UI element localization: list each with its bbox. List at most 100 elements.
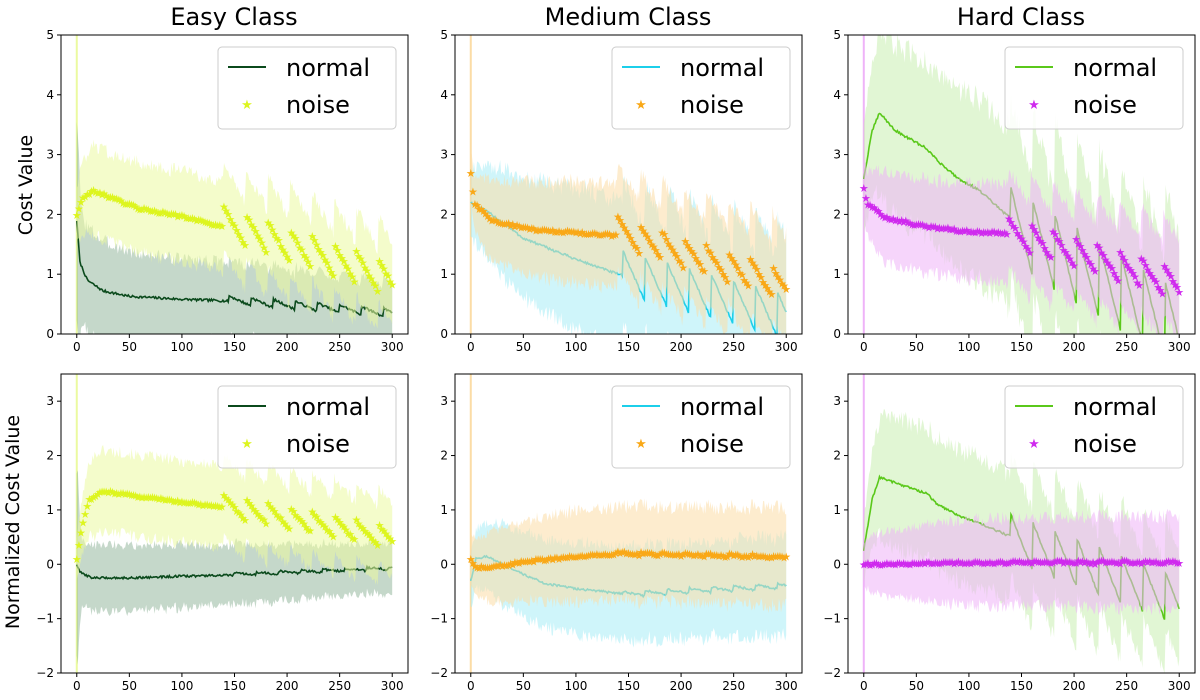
legend-label-normal: normal bbox=[1073, 393, 1157, 421]
noise-marker: ★ bbox=[518, 555, 528, 568]
noise-marker: ★ bbox=[1107, 555, 1117, 568]
noise-marker: ★ bbox=[928, 220, 938, 233]
noise-marker: ★ bbox=[478, 205, 488, 218]
x-tick-label: 0 bbox=[73, 340, 81, 354]
noise-marker: ★ bbox=[483, 562, 493, 575]
noise-marker: ★ bbox=[1155, 284, 1165, 297]
noise-marker: ★ bbox=[981, 556, 991, 569]
noise-marker: ★ bbox=[632, 242, 642, 255]
noise-marker: ★ bbox=[1071, 557, 1081, 570]
noise-marker: ★ bbox=[701, 547, 711, 560]
noise-marker: ★ bbox=[89, 184, 99, 197]
noise-marker: ★ bbox=[890, 559, 900, 572]
noise-marker: ★ bbox=[1086, 258, 1096, 271]
noise-marker: ★ bbox=[478, 562, 488, 575]
noise-marker: ★ bbox=[1071, 233, 1081, 246]
noise-marker: ★ bbox=[91, 186, 101, 199]
noise-marker: ★ bbox=[909, 557, 919, 570]
x-tick-label: 300 bbox=[381, 340, 404, 354]
noise-marker: ★ bbox=[733, 549, 743, 562]
noise-marker: ★ bbox=[99, 188, 109, 201]
noise-marker: ★ bbox=[968, 226, 978, 239]
noise-marker: ★ bbox=[1145, 267, 1155, 280]
noise-marker: ★ bbox=[143, 491, 153, 504]
noise-marker: ★ bbox=[542, 224, 552, 237]
noise-marker: ★ bbox=[1172, 281, 1182, 294]
legend: normal ★ noise bbox=[611, 385, 791, 469]
noise-marker: ★ bbox=[240, 514, 250, 527]
noise-marker: ★ bbox=[84, 493, 94, 506]
noise-marker: ★ bbox=[495, 217, 505, 230]
noise-marker: ★ bbox=[236, 509, 246, 522]
noise-marker: ★ bbox=[972, 225, 982, 238]
noise-marker: ★ bbox=[110, 192, 120, 205]
noise-marker: ★ bbox=[676, 257, 686, 270]
noise-marker: ★ bbox=[282, 521, 292, 534]
x-tick-label: 250 bbox=[722, 679, 745, 693]
noise-marker: ★ bbox=[1105, 259, 1115, 272]
noise-marker: ★ bbox=[1143, 264, 1153, 277]
noise-marker: ★ bbox=[362, 264, 372, 277]
noise-marker: ★ bbox=[504, 217, 514, 230]
noise-marker: ★ bbox=[710, 549, 720, 562]
noise-marker: ★ bbox=[1103, 556, 1113, 569]
noise-marker: ★ bbox=[682, 239, 692, 252]
noise-marker: ★ bbox=[985, 556, 995, 569]
noise-marker: ★ bbox=[1002, 557, 1012, 570]
noise-marker: ★ bbox=[349, 275, 359, 288]
noise-marker: ★ bbox=[550, 226, 560, 239]
noise-marker: ★ bbox=[234, 228, 244, 241]
noise-marker: ★ bbox=[154, 207, 164, 220]
noise-marker: ★ bbox=[722, 551, 732, 564]
noise-marker: ★ bbox=[991, 557, 1001, 570]
noise-marker: ★ bbox=[594, 229, 604, 242]
noise-marker: ★ bbox=[874, 558, 884, 571]
noise-marker: ★ bbox=[516, 222, 526, 235]
noise-marker: ★ bbox=[932, 222, 942, 235]
noise-marker: ★ bbox=[339, 521, 349, 534]
noise-marker: ★ bbox=[649, 240, 659, 253]
noise-marker: ★ bbox=[603, 549, 613, 562]
noise-marker: ★ bbox=[521, 555, 531, 568]
noise-marker: ★ bbox=[550, 552, 560, 565]
noise-marker: ★ bbox=[127, 489, 137, 502]
noise-marker: ★ bbox=[996, 227, 1006, 240]
noise-marker: ★ bbox=[145, 491, 155, 504]
noise-marker: ★ bbox=[124, 197, 134, 210]
noise-marker: ★ bbox=[590, 549, 600, 562]
noise-marker: ★ bbox=[871, 557, 881, 570]
noise-marker: ★ bbox=[668, 548, 678, 561]
noise-marker: ★ bbox=[964, 226, 974, 239]
chart-panel-row2-col3: ★★★★★★★★★★★★★★★★★★★★★★★★★★★★★★★★★★★★★★★★… bbox=[823, 373, 1196, 693]
noise-marker: ★ bbox=[882, 557, 892, 570]
noise-marker: ★ bbox=[1012, 556, 1022, 569]
noise-marker: ★ bbox=[746, 550, 756, 563]
noise-marker: ★ bbox=[739, 274, 749, 287]
noise-marker: ★ bbox=[1061, 555, 1071, 568]
noise-marker: ★ bbox=[661, 233, 671, 246]
noise-marker: ★ bbox=[291, 232, 301, 245]
noise-marker: ★ bbox=[861, 558, 871, 571]
noise-marker: ★ bbox=[185, 497, 195, 510]
noise-marker: ★ bbox=[303, 256, 313, 269]
noise-marker: ★ bbox=[93, 488, 103, 501]
noise-marker: ★ bbox=[628, 548, 638, 561]
noise-marker: ★ bbox=[284, 254, 294, 267]
noise-marker: ★ bbox=[1168, 555, 1178, 568]
noise-marker: ★ bbox=[1128, 557, 1138, 570]
noise-marker: ★ bbox=[609, 549, 619, 562]
noise-marker: ★ bbox=[941, 222, 951, 235]
noise-marker: ★ bbox=[1002, 228, 1012, 241]
noise-marker: ★ bbox=[370, 279, 380, 292]
noise-marker: ★ bbox=[590, 227, 600, 240]
noise-marker: ★ bbox=[1132, 556, 1142, 569]
noise-marker: ★ bbox=[337, 252, 347, 265]
noise-marker: ★ bbox=[139, 491, 149, 504]
noise-marker: ★ bbox=[657, 547, 667, 560]
noise-marker: ★ bbox=[466, 553, 476, 566]
noise-marker: ★ bbox=[305, 525, 315, 538]
noise-marker: ★ bbox=[483, 210, 493, 223]
noise-marker: ★ bbox=[215, 501, 225, 514]
noise-marker: ★ bbox=[914, 557, 924, 570]
